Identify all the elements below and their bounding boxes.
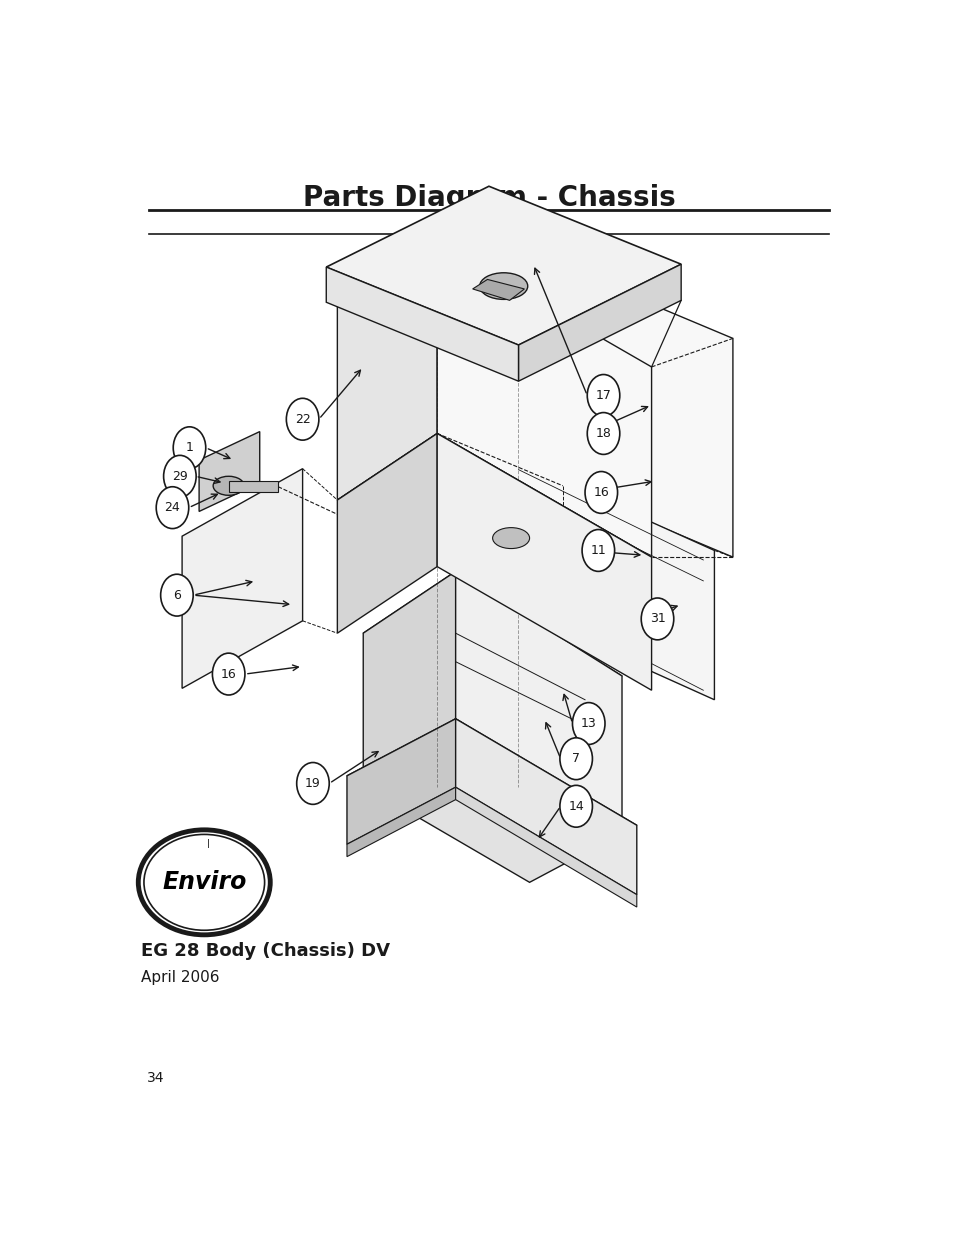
Circle shape: [286, 399, 318, 440]
Polygon shape: [182, 468, 302, 688]
Polygon shape: [507, 457, 714, 700]
Polygon shape: [347, 719, 456, 845]
Text: 14: 14: [568, 800, 583, 813]
Ellipse shape: [138, 830, 270, 935]
Circle shape: [584, 472, 617, 514]
Polygon shape: [456, 787, 637, 906]
Polygon shape: [363, 572, 456, 776]
Polygon shape: [326, 186, 680, 345]
Circle shape: [587, 412, 619, 454]
Text: 17: 17: [595, 389, 611, 401]
Circle shape: [164, 456, 196, 498]
Ellipse shape: [479, 273, 527, 299]
Circle shape: [587, 374, 619, 416]
Circle shape: [640, 598, 673, 640]
Polygon shape: [456, 572, 621, 824]
Polygon shape: [518, 264, 680, 382]
Text: Enviro: Enviro: [162, 871, 246, 894]
Text: 18: 18: [595, 427, 611, 440]
Circle shape: [559, 737, 592, 779]
Text: Parts Diagram - Chassis: Parts Diagram - Chassis: [302, 184, 675, 211]
Polygon shape: [363, 572, 621, 737]
Text: |: |: [207, 839, 210, 848]
Polygon shape: [436, 243, 651, 557]
Polygon shape: [562, 267, 732, 557]
Text: 11: 11: [590, 543, 605, 557]
Polygon shape: [337, 433, 651, 624]
Circle shape: [581, 530, 614, 572]
Circle shape: [160, 574, 193, 616]
Text: 16: 16: [220, 668, 236, 680]
Polygon shape: [199, 431, 259, 511]
Polygon shape: [456, 719, 637, 894]
Ellipse shape: [492, 527, 529, 548]
Text: EG 28 Body (Chassis) DV: EG 28 Body (Chassis) DV: [141, 942, 390, 960]
Circle shape: [156, 487, 189, 529]
Circle shape: [213, 653, 245, 695]
Polygon shape: [337, 243, 436, 500]
Text: 6: 6: [172, 589, 181, 601]
Polygon shape: [326, 267, 518, 382]
Text: 29: 29: [172, 469, 188, 483]
Polygon shape: [472, 279, 524, 300]
Polygon shape: [347, 787, 456, 857]
Text: 34: 34: [147, 1071, 165, 1086]
Text: 13: 13: [580, 718, 596, 730]
Polygon shape: [337, 433, 436, 634]
Text: 24: 24: [165, 501, 180, 514]
Polygon shape: [436, 433, 651, 690]
Circle shape: [559, 785, 592, 827]
Polygon shape: [347, 719, 637, 882]
Text: 19: 19: [305, 777, 320, 790]
Text: 7: 7: [572, 752, 579, 766]
Text: 31: 31: [649, 613, 664, 625]
Text: 22: 22: [294, 412, 310, 426]
Ellipse shape: [213, 477, 244, 495]
Polygon shape: [229, 482, 278, 493]
Text: 1: 1: [185, 441, 193, 454]
Text: 16: 16: [593, 485, 609, 499]
Circle shape: [572, 703, 604, 745]
Circle shape: [173, 427, 206, 468]
Circle shape: [296, 762, 329, 804]
Text: April 2006: April 2006: [141, 969, 220, 986]
